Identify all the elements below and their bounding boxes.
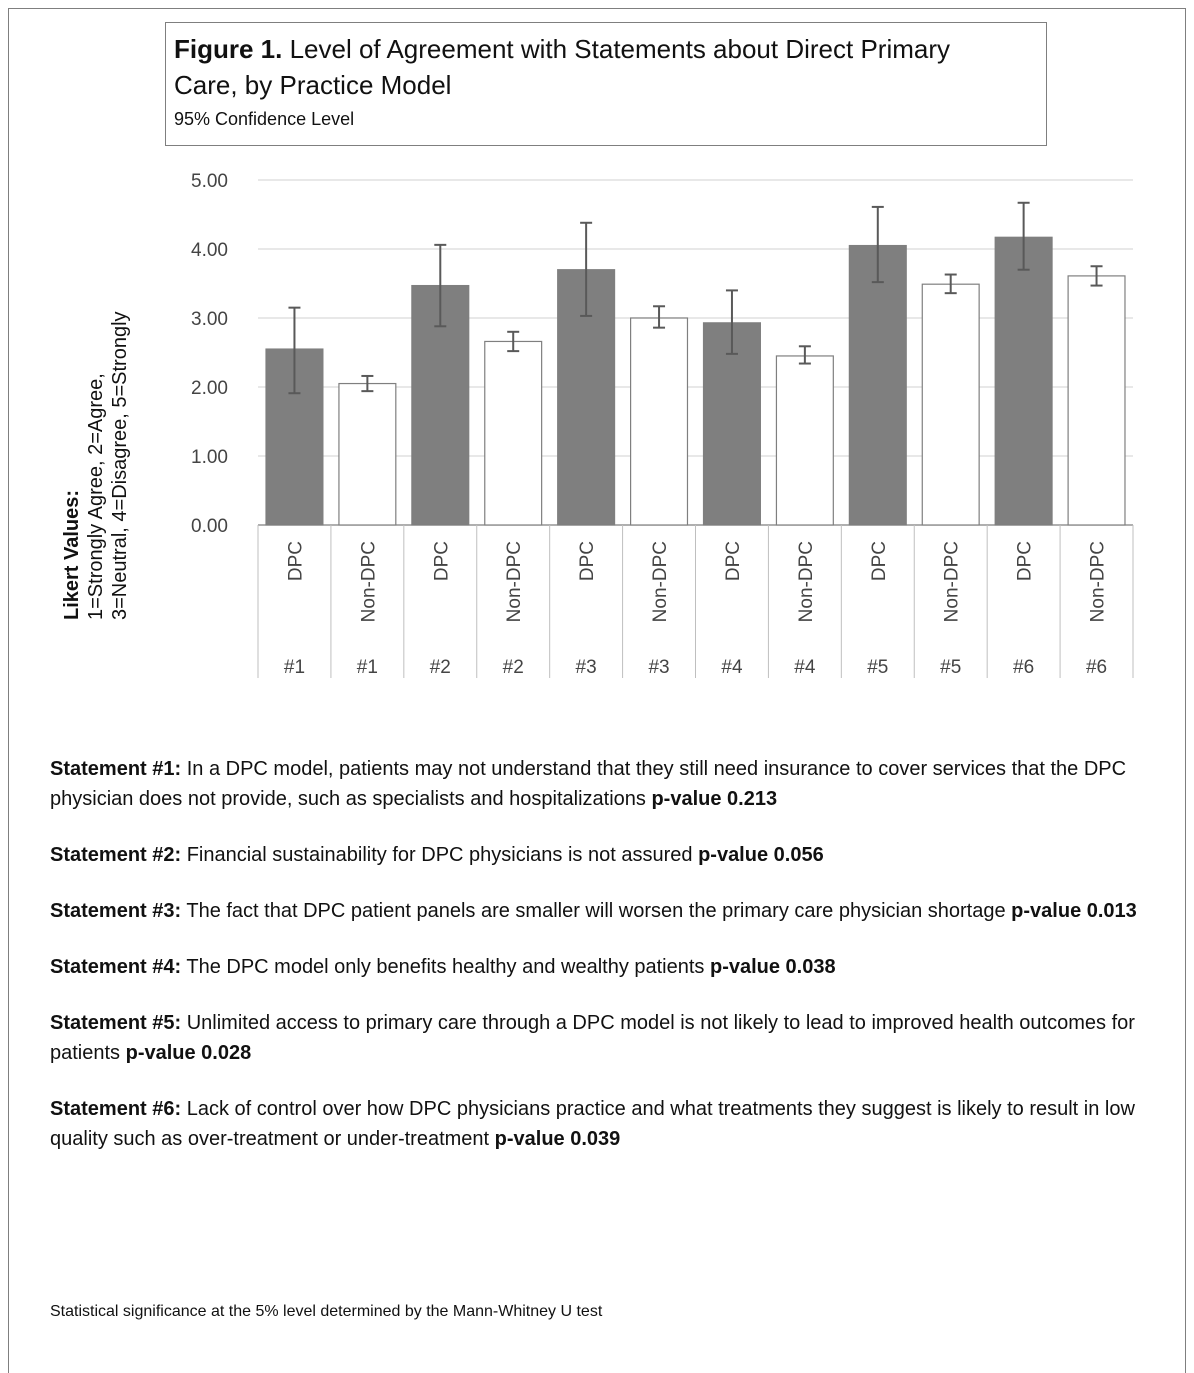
figure-number: Figure 1.: [174, 34, 283, 64]
x-tick-label-statement: #5: [940, 657, 961, 678]
title-text-line2: Care, by Practice Model: [174, 70, 452, 100]
statement-1: Statement #1: In a DPC model, patients m…: [50, 758, 1127, 810]
bar-dpc: [994, 236, 1053, 526]
x-tick-label-statement: #1: [284, 657, 305, 678]
statement-2: Statement #2: Financial sustainability f…: [50, 844, 824, 866]
x-tick-label-model: DPC: [1015, 541, 1036, 581]
bar-dpc: [848, 244, 907, 526]
x-tick-label-model: DPC: [723, 541, 744, 581]
x-tick-label-statement: #6: [1086, 657, 1107, 678]
statement-6: Statement #6: Lack of control over how D…: [50, 1098, 1135, 1150]
x-tick-label-statement: #5: [867, 657, 888, 678]
statement-3: Statement #3: The fact that DPC patient …: [50, 900, 1137, 922]
figure-frame: [8, 8, 1186, 1373]
x-tick-label-model: Non-DPC: [358, 541, 379, 622]
bar-non-dpc: [338, 382, 397, 526]
chart-subtitle: 95% Confidence Level: [174, 109, 355, 129]
x-tick-label-statement: #2: [503, 657, 524, 678]
x-tick-label-statement: #4: [721, 657, 743, 678]
x-tick-label-model: DPC: [577, 541, 598, 581]
x-tick-label-model: Non-DPC: [650, 541, 671, 622]
x-tick-label-model: Non-DPC: [942, 541, 963, 622]
statement-5: Statement #5: Unlimited access to primar…: [50, 1012, 1135, 1064]
bar-non-dpc: [775, 355, 834, 526]
x-tick-label-model: Non-DPC: [504, 541, 525, 622]
x-tick-label-statement: #1: [357, 657, 378, 678]
y-tick-label: 2.00: [191, 378, 228, 399]
x-tick-label-model: DPC: [431, 541, 452, 581]
y-tick-label: 3.00: [191, 309, 228, 330]
statement-notes: Statement #1: In a DPC model, patients m…: [50, 754, 1160, 1180]
y-tick-label: 5.00: [191, 171, 228, 192]
y-tick-label: 1.00: [191, 447, 228, 468]
title-box: Figure 1. Level of Agreement with Statem…: [165, 22, 1047, 146]
x-tick-label-model: Non-DPC: [1088, 541, 1109, 622]
x-tick-label-statement: #3: [648, 657, 669, 678]
bar-dpc: [702, 322, 761, 526]
x-tick-label-statement: #6: [1013, 657, 1034, 678]
x-tick-label-model: DPC: [285, 541, 306, 581]
x-tick-label-statement: #2: [430, 657, 451, 678]
bar-non-dpc: [484, 340, 543, 526]
bar-chart: 0.00 1.00 2.00 3.00 4.00 5.00 DPC #1 Non-DPC #1 DP…: [191, 171, 1134, 678]
x-tick-label-statement: #3: [576, 657, 597, 678]
bar-non-dpc: [1067, 275, 1126, 526]
y-tick-label: 4.00: [191, 240, 228, 261]
y-tick-label: 0.00: [191, 516, 228, 537]
bar-non-dpc: [630, 317, 689, 526]
x-tick-label-statement: #4: [794, 657, 816, 678]
x-tick-label-model: Non-DPC: [796, 541, 817, 622]
x-tick-label-model: DPC: [869, 541, 890, 581]
title-text: Level of Agreement with Statements about…: [289, 34, 951, 64]
chart-title: Figure 1. Level of Agreement with Statem…: [174, 31, 1038, 67]
bar-non-dpc: [921, 283, 980, 526]
footnote: Statistical significance at the 5% level…: [50, 1303, 603, 1320]
statement-4: Statement #4: The DPC model only benefit…: [50, 956, 836, 978]
